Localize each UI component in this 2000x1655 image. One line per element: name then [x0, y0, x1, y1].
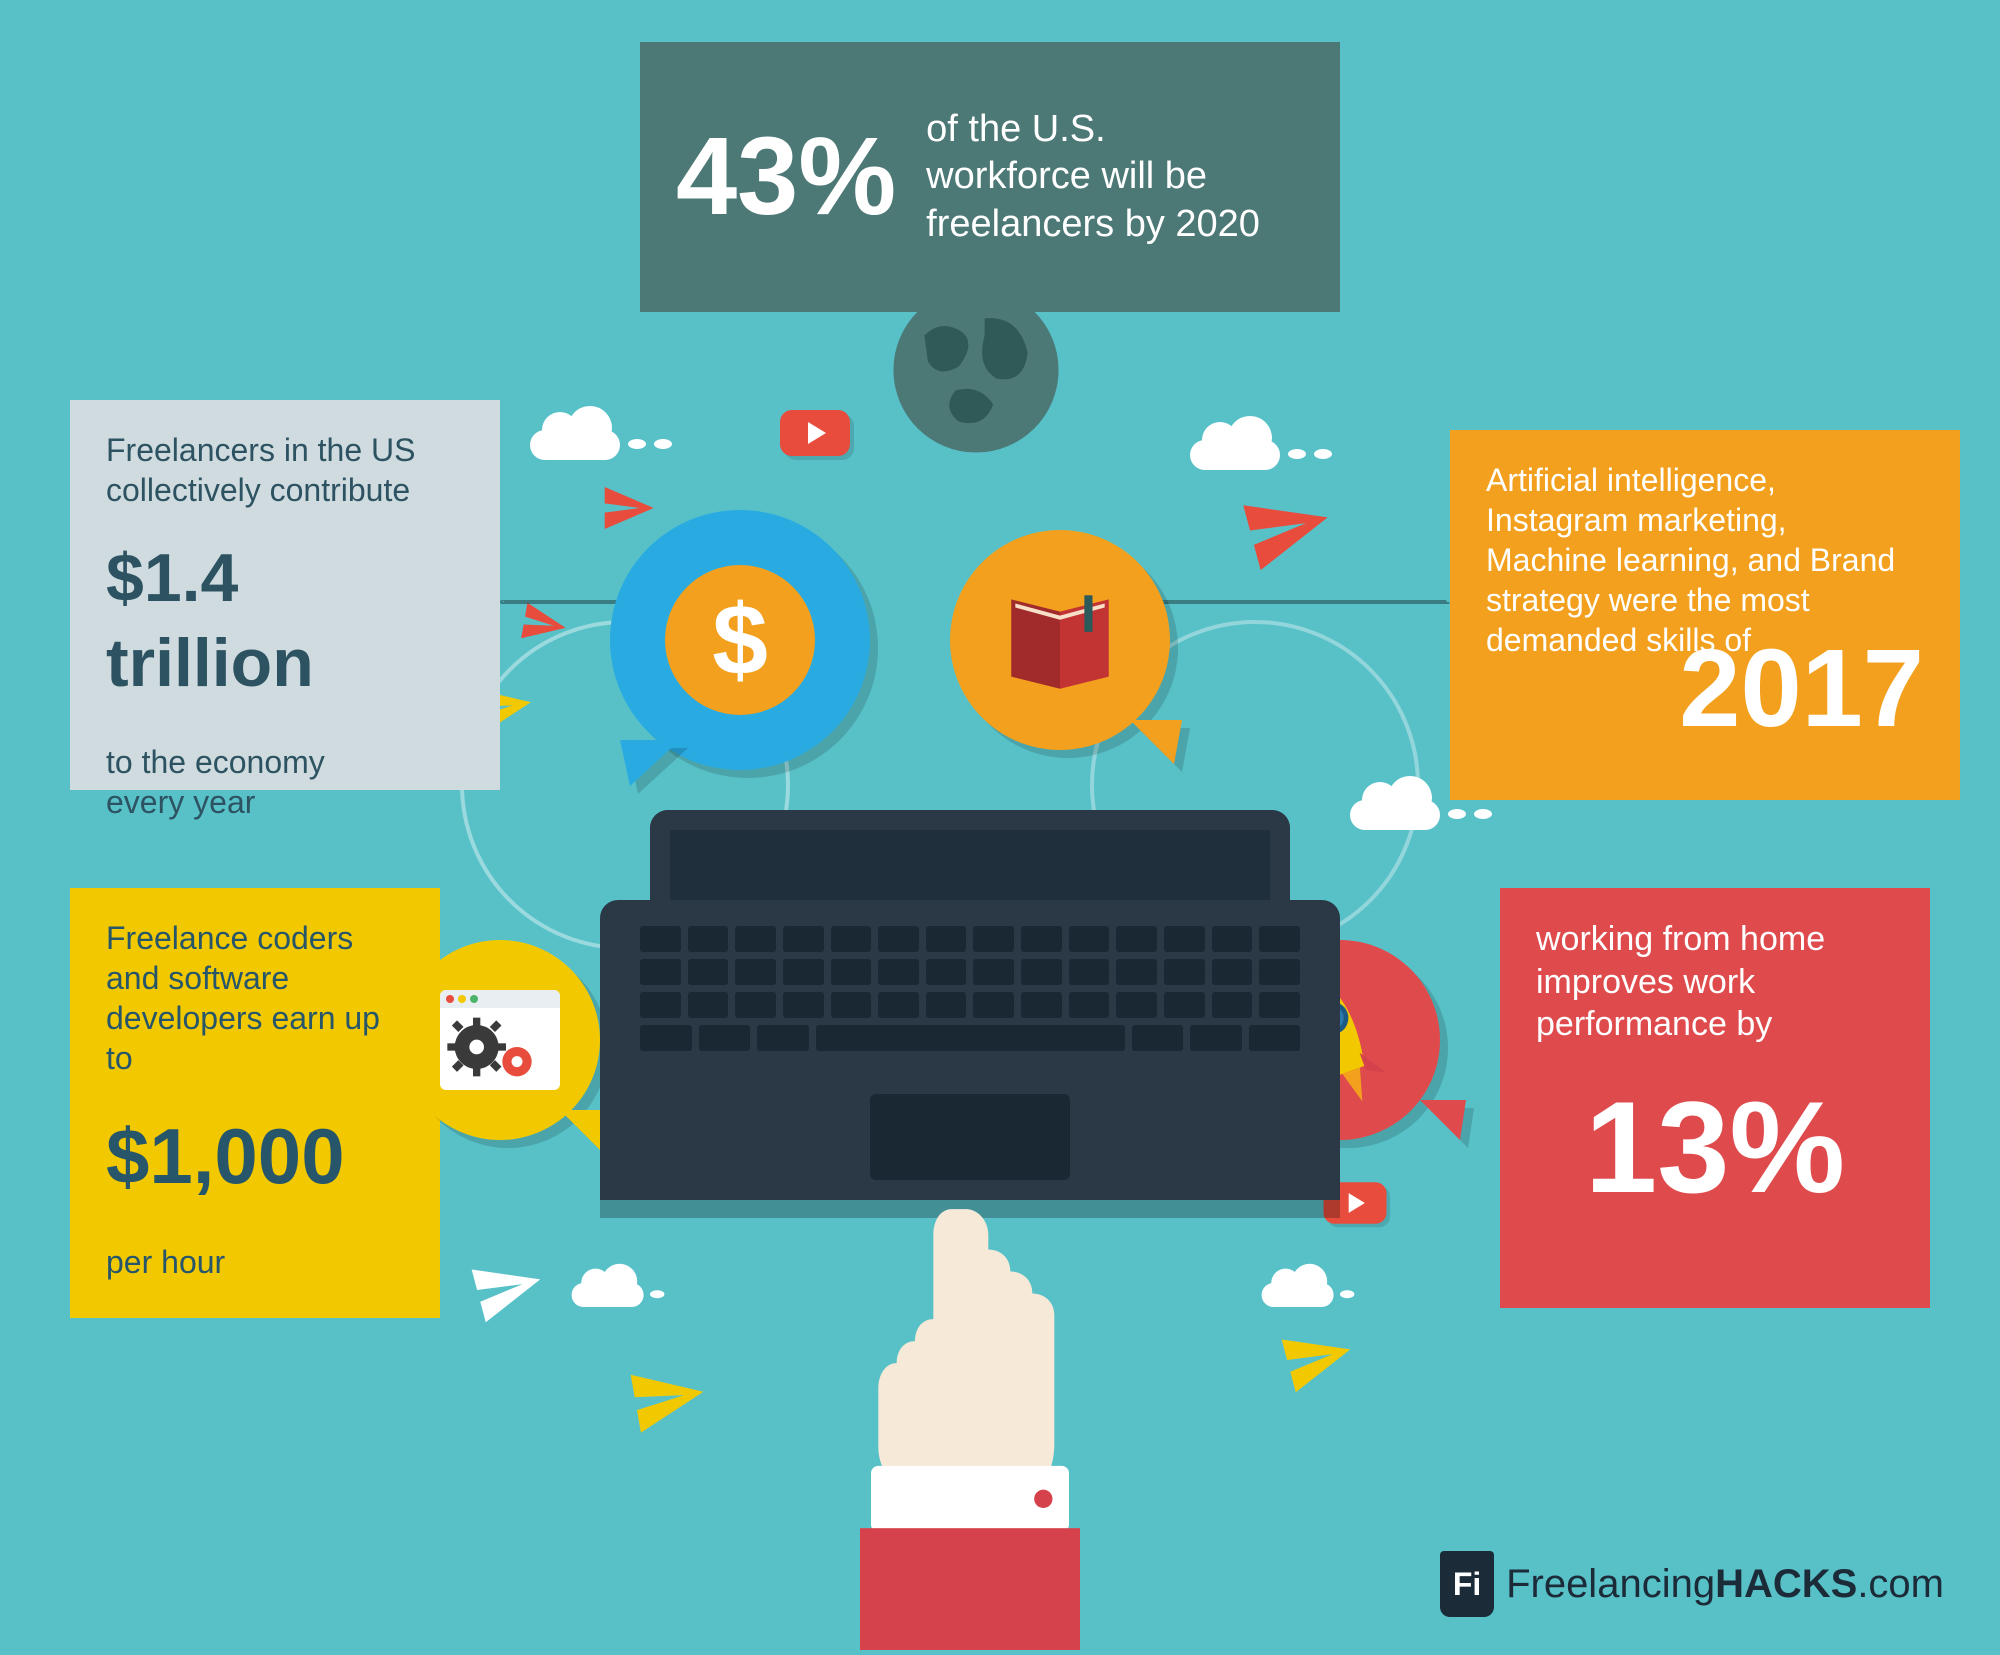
paper-plane-icon	[623, 1353, 714, 1444]
stat-text: per hour	[106, 1242, 404, 1282]
stat-text: of the U.S. workforce will be freelancer…	[926, 106, 1266, 249]
dollar-bubble-icon: $	[610, 510, 870, 770]
stat-text: to the economy every year	[106, 742, 346, 822]
paper-plane-icon	[463, 1243, 552, 1332]
brand-mark-icon: Fi	[1440, 1551, 1494, 1617]
keyboard-icon	[640, 926, 1300, 1051]
brand-logo: Fi FreelancingHACKS.com	[1440, 1551, 1944, 1617]
stat-card-wfh: working from home improves work performa…	[1500, 888, 1930, 1308]
paper-plane-icon	[1233, 473, 1343, 583]
stat-card-earnings: Freelance coders and software developers…	[70, 888, 440, 1318]
brand-text: Freelancing	[1506, 1562, 1715, 1606]
stat-text: working from home improves work performa…	[1536, 918, 1876, 1046]
brand-text: HACKS	[1715, 1562, 1857, 1606]
cloud-icon	[530, 430, 672, 460]
stat-card-contribution: Freelancers in the US collectively contr…	[70, 400, 500, 790]
brand-mark-text: Fi	[1453, 1566, 1481, 1603]
brand-text: .com	[1857, 1562, 1944, 1606]
connector-line	[1160, 600, 1450, 604]
globe-icon	[890, 284, 1062, 456]
stat-number: 13%	[1536, 1066, 1894, 1229]
stat-number: 43%	[676, 122, 896, 232]
speech-tail-icon	[620, 740, 680, 786]
video-play-icon	[780, 410, 850, 456]
book-bubble-icon	[950, 530, 1170, 750]
pointing-hand-icon	[860, 1190, 1080, 1655]
cloud-icon	[1262, 1283, 1355, 1307]
cloud-icon	[1350, 800, 1492, 830]
stat-number: $1.4 trillion	[106, 536, 464, 706]
paper-plane-icon	[600, 480, 656, 536]
cloud-icon	[1190, 440, 1332, 470]
gear-icon	[440, 1008, 550, 1086]
paper-plane-icon	[516, 596, 572, 652]
speech-tail-icon	[1420, 1100, 1466, 1140]
paper-plane-icon	[1273, 1313, 1362, 1402]
speech-tail-icon	[1130, 720, 1182, 764]
stat-card-skills: Artificial intelligence, Instagram marke…	[1450, 430, 1960, 800]
book-icon	[995, 575, 1125, 705]
stat-text: Freelancers in the US collectively contr…	[106, 430, 464, 510]
dollar-sign-icon: $	[712, 583, 768, 698]
stat-number: $1,000	[106, 1108, 404, 1206]
stat-text: Freelance coders and software developers…	[106, 918, 404, 1078]
cloud-icon	[572, 1283, 665, 1307]
stat-card-workforce: 43% of the U.S. workforce will be freela…	[640, 42, 1340, 312]
